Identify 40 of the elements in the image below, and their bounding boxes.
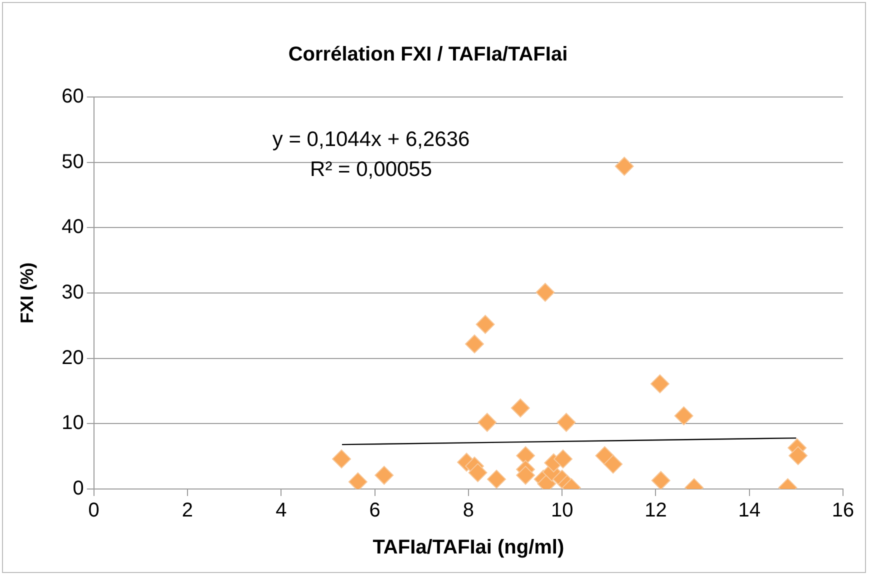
y-tick-label: 60 <box>62 86 84 108</box>
point <box>487 470 506 489</box>
x-tick-label: 16 <box>832 500 854 522</box>
point <box>788 446 808 466</box>
annotation: y = 0,1044x + 6,2636 <box>272 128 470 151</box>
chart-title: Corrélation FXI / TAFIa/TAFIai <box>288 44 568 66</box>
y-tick-label: 50 <box>62 150 84 173</box>
annotation: R² = 0,00055 <box>310 158 432 181</box>
y-tick-label: 10 <box>62 412 84 434</box>
point <box>510 398 530 418</box>
y-tick-label: 30 <box>62 282 84 304</box>
point <box>674 406 694 426</box>
point <box>332 449 352 468</box>
point <box>348 472 368 489</box>
x-tick-label: 2 <box>182 500 194 522</box>
x-tick-label: 6 <box>369 500 380 522</box>
point <box>650 374 670 394</box>
point <box>554 449 573 468</box>
x-tick-label: 4 <box>276 500 287 522</box>
point <box>516 466 536 485</box>
point <box>476 314 495 334</box>
point <box>556 412 576 432</box>
y-tick-label: 20 <box>62 346 84 369</box>
x-axis-title: TAFIa/TAFIai (ng/ml) <box>372 536 564 559</box>
point <box>604 454 623 474</box>
point <box>614 156 634 176</box>
x-tick-label: 10 <box>550 500 574 522</box>
y-axis-title: FXI (%) <box>16 262 37 324</box>
point <box>468 463 488 482</box>
x-tick-label: 14 <box>738 500 760 522</box>
point <box>478 412 497 432</box>
point <box>536 282 555 302</box>
point <box>374 466 394 485</box>
x-tick-label: 12 <box>644 500 667 522</box>
y-tick-label: 40 <box>62 216 84 238</box>
y-tick-label: 0 <box>72 478 84 500</box>
point <box>465 334 484 354</box>
x-tick-label: 8 <box>462 500 474 522</box>
point <box>651 471 670 489</box>
x-tick-label: 0 <box>88 500 100 522</box>
